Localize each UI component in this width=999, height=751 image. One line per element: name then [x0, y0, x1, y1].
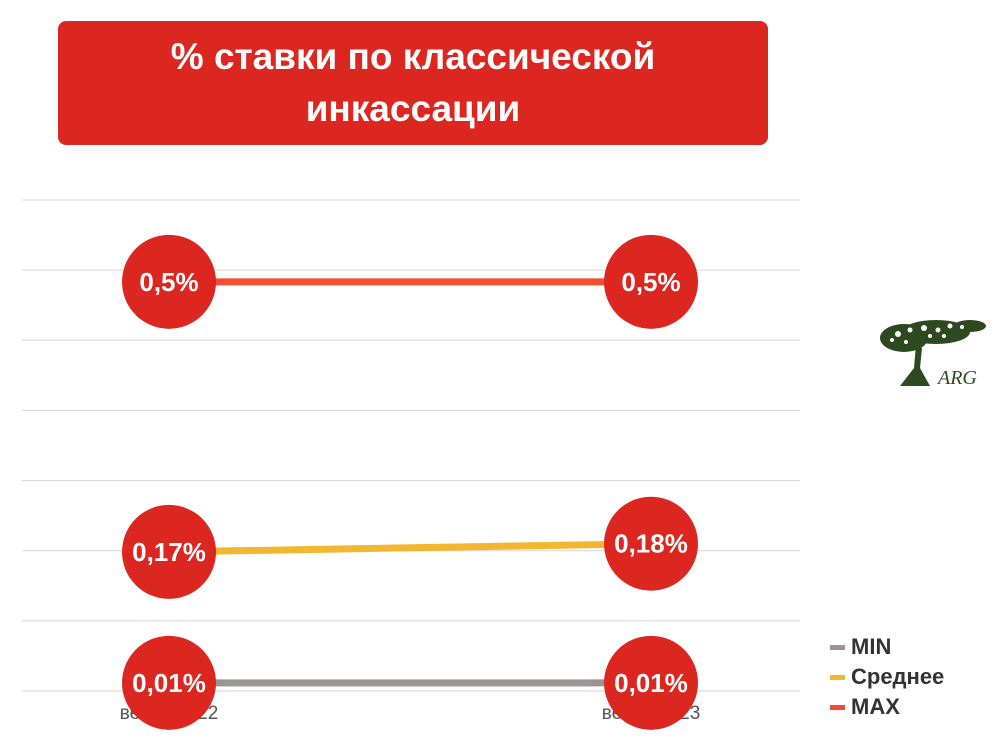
data-label: 0,01% — [132, 668, 206, 698]
series-line — [168, 540, 652, 556]
legend-item-avg: Среднее — [830, 662, 944, 692]
data-label: 0,5% — [621, 267, 680, 297]
chart-title: % ставки по классической инкассации — [170, 36, 656, 129]
data-point — [122, 635, 216, 730]
logo-text: ARG — [936, 367, 977, 389]
data-label: 0,17% — [132, 537, 206, 567]
legend-label-min: MIN — [851, 634, 892, 659]
chart-title-box: % ставки по классической инкассации — [58, 21, 768, 145]
legend-swatch-min — [830, 644, 845, 650]
legend-label-max: MAX — [851, 694, 900, 719]
data-label: 0,5% — [139, 267, 198, 297]
data-point — [604, 496, 698, 591]
legend-item-max: MAX — [830, 692, 944, 722]
data-label: 0,01% — [614, 668, 688, 698]
tree-icon: ARG — [880, 320, 986, 389]
data-point — [604, 635, 698, 730]
legend-label-avg: Среднее — [851, 664, 945, 689]
data-label: 0,18% — [614, 529, 688, 559]
legend-swatch-max — [830, 704, 845, 710]
legend-item-min: MIN — [830, 632, 944, 662]
data-point — [604, 234, 698, 329]
legend-swatch-avg — [830, 674, 845, 680]
data-point — [122, 234, 216, 329]
data-point — [122, 504, 216, 599]
arg-logo: ARG — [878, 318, 988, 395]
legend: MIN Среднее MAX — [830, 632, 944, 722]
